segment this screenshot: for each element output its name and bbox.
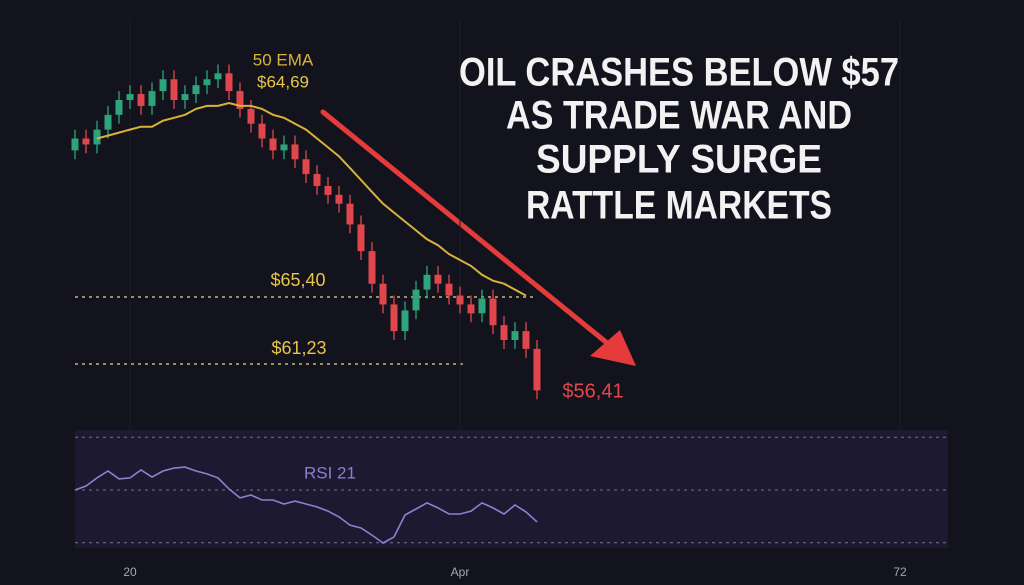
annotation: $61,23 (271, 338, 326, 358)
candle-body (357, 224, 365, 252)
candle-body (148, 91, 156, 106)
candle-body (423, 274, 431, 290)
candle-body (126, 94, 134, 100)
candle-body (269, 138, 277, 151)
candle-body (511, 331, 519, 340)
annotation: $56,41 (562, 380, 623, 402)
rsi-label: RSI 21 (304, 463, 356, 482)
candle-body (401, 310, 409, 332)
candle-body (324, 185, 332, 195)
candle-body (368, 251, 376, 284)
candle-body (71, 138, 79, 151)
candle-body (445, 283, 453, 296)
annotation: $65,40 (270, 270, 325, 290)
candle-body (214, 73, 222, 80)
candle-body (346, 203, 354, 225)
candle-body (159, 79, 167, 92)
candle-body (82, 138, 90, 145)
candle-body (467, 304, 475, 314)
arrow-head (590, 330, 636, 366)
candle-body (247, 108, 255, 124)
x-tick-label: Apr (451, 565, 470, 579)
candle-body (258, 123, 266, 139)
candle-body (280, 144, 288, 151)
candle-body (522, 331, 530, 349)
annotation: $64,69 (257, 72, 309, 91)
candle-body (390, 304, 398, 332)
x-tick-label: 20 (123, 565, 137, 579)
x-tick-label: 72 (893, 565, 907, 579)
ema-line (96, 101, 527, 297)
candle-body (181, 94, 189, 100)
candle-body (291, 144, 299, 160)
ema-label: 50 EMA (253, 50, 314, 69)
candle-body (170, 79, 178, 100)
candle-body (335, 194, 343, 204)
candle-body (236, 91, 244, 109)
candle-body (192, 85, 200, 95)
chart-title: RATTLE MARKETS (526, 184, 832, 228)
candle-body (302, 159, 310, 175)
candle-body (203, 79, 211, 86)
rsi-panel (75, 430, 948, 548)
chart-title: OIL CRASHES BELOW $57 (459, 51, 899, 95)
candle-body (115, 100, 123, 115)
candle-body (104, 114, 112, 130)
candle-body (379, 283, 387, 305)
candle-body (412, 289, 420, 311)
trend-arrow (320, 109, 615, 350)
candle-body (456, 295, 464, 305)
rsi-line (74, 466, 538, 544)
candle-body (313, 174, 321, 186)
candle-body (533, 348, 541, 391)
candle-body (137, 94, 145, 106)
candle-body (500, 325, 508, 340)
candle-body (93, 129, 101, 145)
chart-title: SUPPLY SURGE (536, 138, 822, 182)
candle-body (225, 73, 233, 92)
candle-body (489, 298, 497, 326)
candle-body (434, 274, 442, 284)
chart-title: AS TRADE WAR AND (506, 94, 852, 138)
candle-body (478, 298, 486, 314)
